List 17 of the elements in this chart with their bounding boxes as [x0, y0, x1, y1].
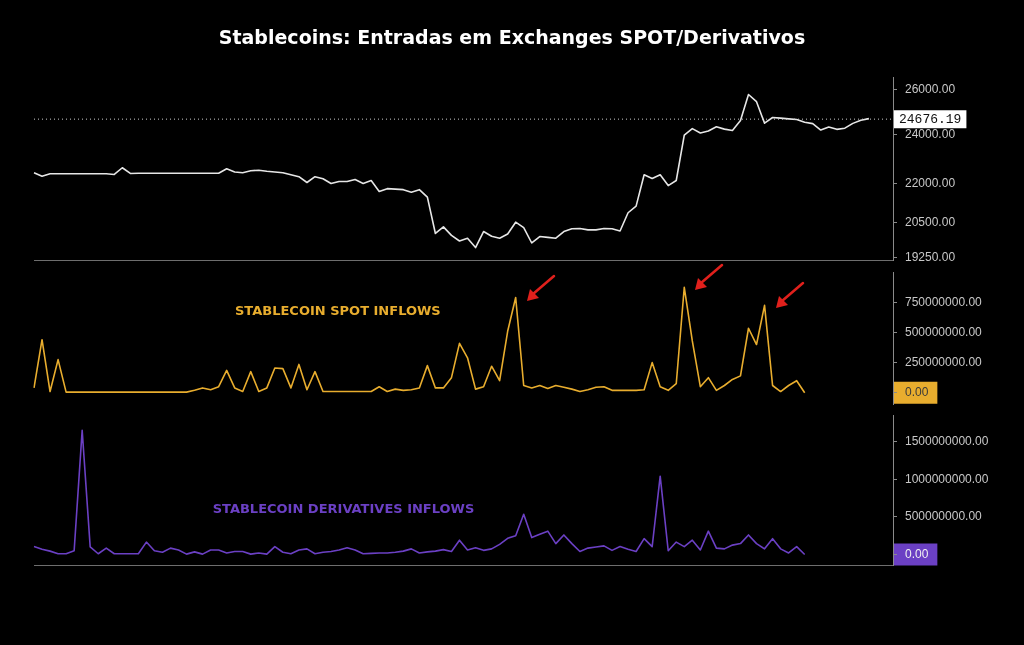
y-tick-label: 250000000.00 — [905, 354, 983, 369]
text: STABLECOIN SPOT INFLOWS — [235, 303, 441, 319]
y-tick-label: 1000000000.00 — [905, 471, 989, 486]
y-tick-label: 500000000.00 — [905, 324, 983, 339]
ref-line-label: 24676.19 — [899, 111, 962, 127]
y-tick-label: 750000000.00 — [905, 294, 983, 309]
y-tick-label: 0.00 — [905, 546, 929, 561]
chart-title: Stablecoins: Entradas em Exchanges SPOT/Derivativos — [217, 26, 807, 48]
y-tick-label: 500000000.00 — [905, 509, 983, 524]
y-tick-label: 26000.00 — [905, 82, 956, 97]
y-tick-label: 1500000000.00 — [905, 433, 989, 448]
y-tick-label: 0.00 — [905, 385, 929, 400]
y-tick-label: 19250.00 — [905, 250, 956, 265]
y-tick-label: 24000.00 — [905, 126, 956, 141]
text: STABLECOIN DERIVATIVES INFLOWS — [212, 501, 475, 516]
y-tick-label: 20500.00 — [905, 215, 956, 230]
y-tick-label: 22000.00 — [905, 175, 956, 190]
